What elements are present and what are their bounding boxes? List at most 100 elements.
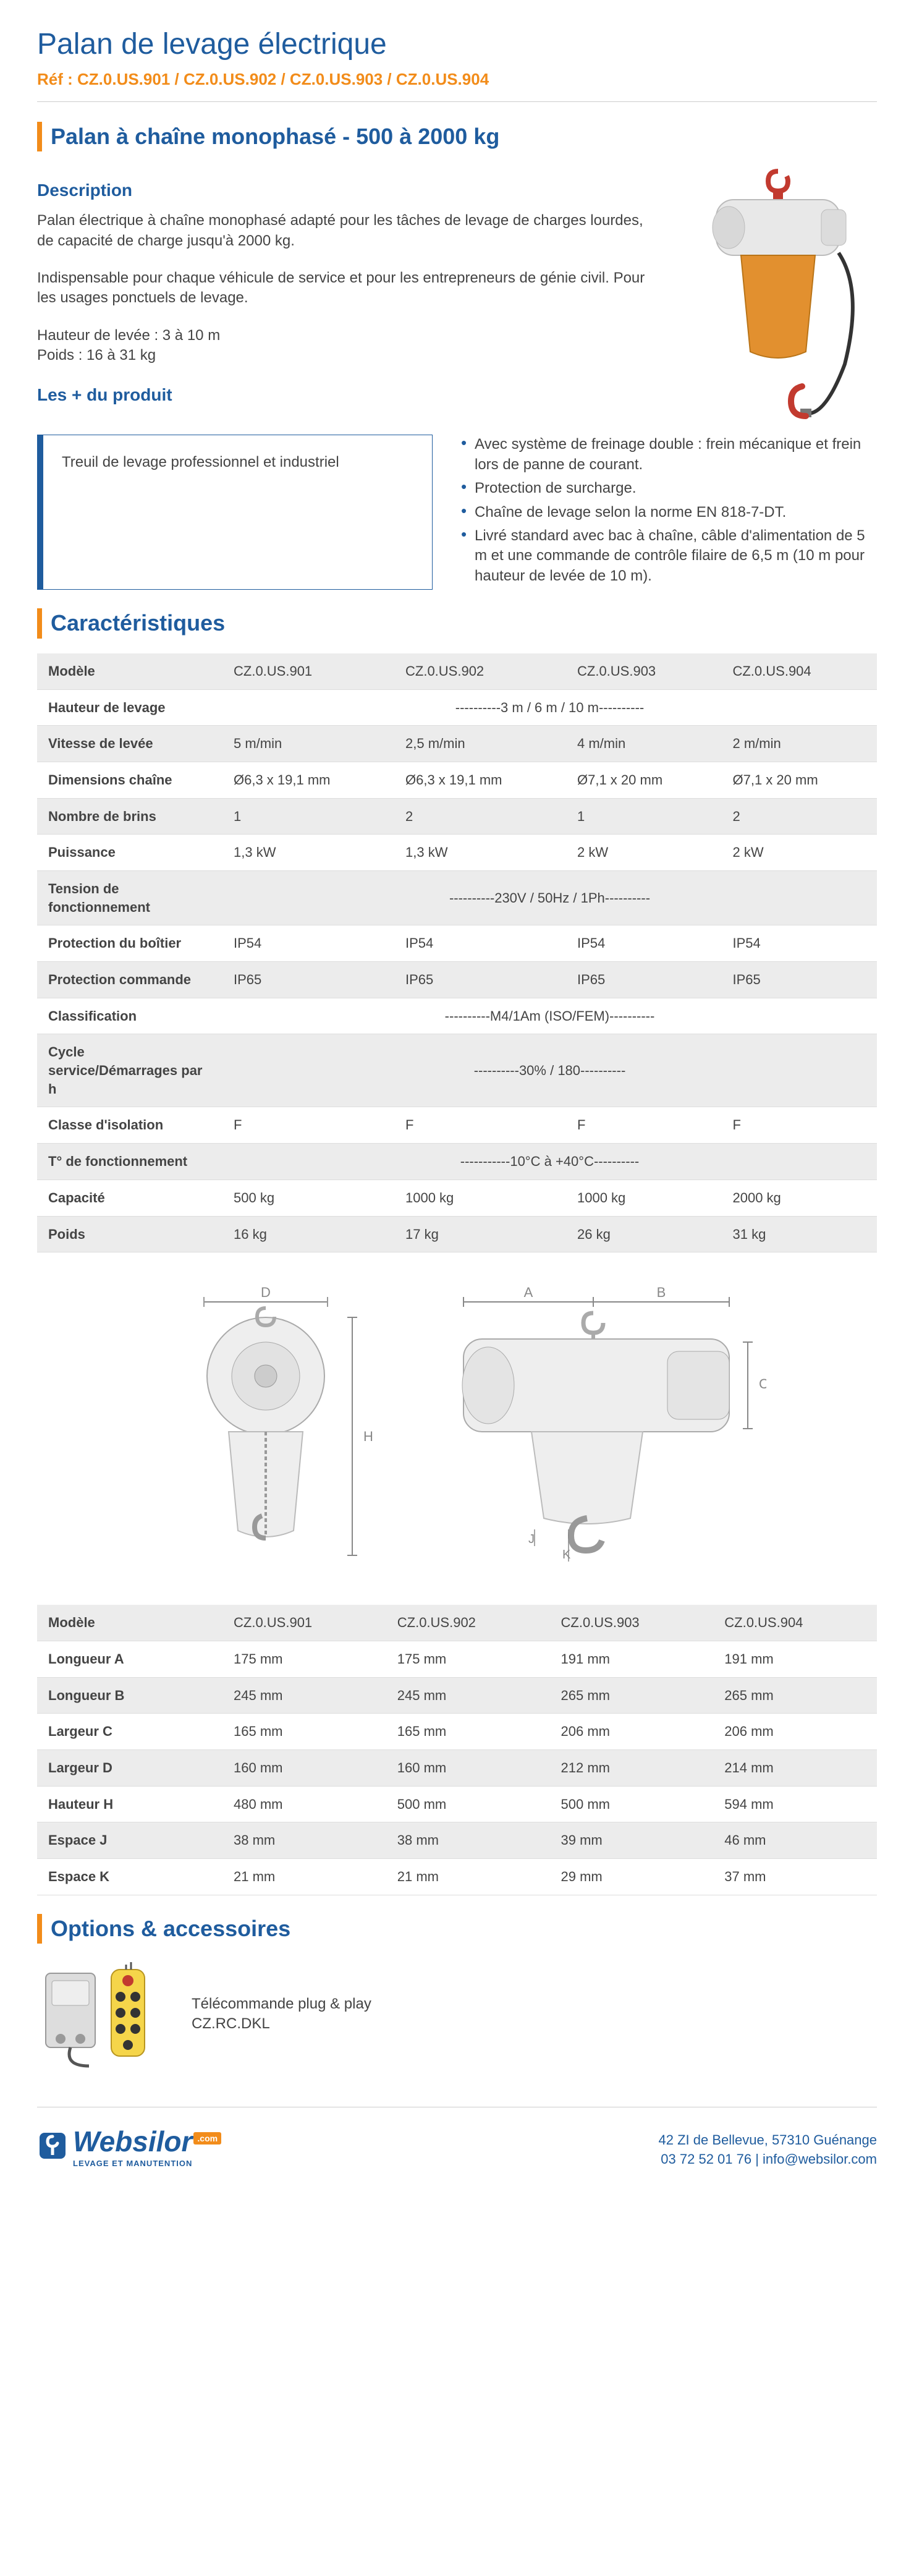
row-value: 2000 kg [721, 1180, 877, 1216]
row-value: CZ.0.US.902 [394, 653, 566, 689]
table-row: Largeur D160 mm160 mm212 mm214 mm [37, 1749, 877, 1786]
page-title: Palan de levage électrique [37, 25, 877, 65]
feature-bullet: Protection de surcharge. [457, 478, 877, 498]
row-label: Hauteur H [37, 1786, 222, 1822]
table-row: Cycle service/Démarrages par h----------… [37, 1034, 877, 1107]
svg-text:J: J [528, 1532, 535, 1546]
row-value: 31 kg [721, 1216, 877, 1252]
table-row: Hauteur H480 mm500 mm500 mm594 mm [37, 1786, 877, 1822]
section-heading-charac: Caractéristiques [37, 608, 877, 639]
row-value: 2 kW [566, 835, 721, 871]
divider [37, 101, 877, 102]
description-heading: Description [37, 179, 661, 202]
row-label: Cycle service/Démarrages par h [37, 1034, 222, 1107]
row-value: Ø7,1 x 20 mm [721, 762, 877, 798]
row-value: 37 mm [713, 1859, 877, 1895]
svg-text:K: K [562, 1548, 571, 1562]
row-label: Capacité [37, 1180, 222, 1216]
brand-logo: Websilor.com LEVAGE ET MANUTENTION [37, 2122, 221, 2169]
row-value: 206 mm [713, 1714, 877, 1750]
table-row: Protection commandeIP65IP65IP65IP65 [37, 962, 877, 998]
table-row: Vitesse de levée5 m/min2,5 m/min4 m/min2… [37, 726, 877, 762]
row-value: 1,3 kW [222, 835, 394, 871]
row-value: IP65 [566, 962, 721, 998]
row-value: 500 kg [222, 1180, 394, 1216]
table-row: Longueur A175 mm175 mm191 mm191 mm [37, 1641, 877, 1677]
row-value: 212 mm [550, 1749, 714, 1786]
table-row: Largeur C165 mm165 mm206 mm206 mm [37, 1714, 877, 1750]
row-value: 38 mm [222, 1822, 386, 1859]
row-label: Largeur C [37, 1714, 222, 1750]
row-value: 500 mm [386, 1786, 550, 1822]
row-label: Modèle [37, 1605, 222, 1641]
row-value: CZ.0.US.903 [566, 653, 721, 689]
row-value: 17 kg [394, 1216, 566, 1252]
row-value: 1 [566, 798, 721, 835]
row-value: 2 m/min [721, 726, 877, 762]
row-label: Vitesse de levée [37, 726, 222, 762]
row-label: Tension de fonctionnement [37, 870, 222, 925]
row-value: 4 m/min [566, 726, 721, 762]
row-value: 175 mm [222, 1641, 386, 1677]
accessory-label: Télécommande plug & play CZ.RC.DKL [192, 1994, 371, 2034]
row-value-span: ----------3 m / 6 m / 10 m---------- [222, 689, 877, 726]
row-label: Hauteur de levage [37, 689, 222, 726]
row-value: 21 mm [222, 1859, 386, 1895]
row-value: 191 mm [713, 1641, 877, 1677]
feature-bullet: Avec système de freinage double : frein … [457, 435, 877, 475]
row-value: CZ.0.US.902 [386, 1605, 550, 1641]
row-value: 38 mm [386, 1822, 550, 1859]
row-value: 1 [222, 798, 394, 835]
row-value: 21 mm [386, 1859, 550, 1895]
row-value: F [566, 1107, 721, 1144]
row-value: Ø6,3 x 19,1 mm [394, 762, 566, 798]
row-value: 165 mm [222, 1714, 386, 1750]
table-row: Poids16 kg17 kg26 kg31 kg [37, 1216, 877, 1252]
row-value: 2 kW [721, 835, 877, 871]
row-value: 5 m/min [222, 726, 394, 762]
row-value: CZ.0.US.904 [721, 653, 877, 689]
description-p2: Indispensable pour chaque véhicule de se… [37, 268, 661, 308]
row-label: Modèle [37, 653, 222, 689]
row-value: F [721, 1107, 877, 1144]
row-value-span: ----------M4/1Am (ISO/FEM)---------- [222, 998, 877, 1034]
row-value-span: ----------30% / 180---------- [222, 1034, 877, 1107]
row-value: F [394, 1107, 566, 1144]
row-value: 1,3 kW [394, 835, 566, 871]
table-row: Classification----------M4/1Am (ISO/FEM)… [37, 998, 877, 1034]
row-value: Ø6,3 x 19,1 mm [222, 762, 394, 798]
table-row: Espace J38 mm38 mm39 mm46 mm [37, 1822, 877, 1859]
row-label: Classification [37, 998, 222, 1034]
table-row: Classe d'isolationFFFF [37, 1107, 877, 1144]
feature-bullet: Livré standard avec bac à chaîne, câble … [457, 526, 877, 586]
row-label: Longueur A [37, 1641, 222, 1677]
table-row: Protection du boîtierIP54IP54IP54IP54 [37, 925, 877, 962]
row-label: Longueur B [37, 1677, 222, 1714]
row-value: 191 mm [550, 1641, 714, 1677]
row-label: Largeur D [37, 1749, 222, 1786]
accessory-image [37, 1958, 173, 2070]
row-value: 500 mm [550, 1786, 714, 1822]
row-value: 265 mm [713, 1677, 877, 1714]
table-row: Nombre de brins1212 [37, 798, 877, 835]
row-value: 594 mm [713, 1786, 877, 1822]
row-label: Protection commande [37, 962, 222, 998]
row-label: Espace K [37, 1859, 222, 1895]
row-value: 214 mm [713, 1749, 877, 1786]
table-row: Capacité500 kg1000 kg1000 kg2000 kg [37, 1180, 877, 1216]
table-row: Puissance1,3 kW1,3 kW2 kW2 kW [37, 835, 877, 871]
row-value: 2 [721, 798, 877, 835]
dimension-diagram: D H A B [37, 1283, 877, 1580]
svg-text:H: H [363, 1429, 373, 1444]
row-value: Ø7,1 x 20 mm [566, 762, 721, 798]
svg-text:B: B [656, 1285, 666, 1300]
table-row: Hauteur de levage----------3 m / 6 m / 1… [37, 689, 877, 726]
feature-bullets: Avec système de freinage double : frein … [457, 435, 877, 590]
row-value: 29 mm [550, 1859, 714, 1895]
row-value: 480 mm [222, 1786, 386, 1822]
row-label: Espace J [37, 1822, 222, 1859]
table-row: ModèleCZ.0.US.901CZ.0.US.902CZ.0.US.903C… [37, 653, 877, 689]
section-heading-palan: Palan à chaîne monophasé - 500 à 2000 kg [37, 122, 877, 152]
row-value: 16 kg [222, 1216, 394, 1252]
row-value: CZ.0.US.901 [222, 653, 394, 689]
